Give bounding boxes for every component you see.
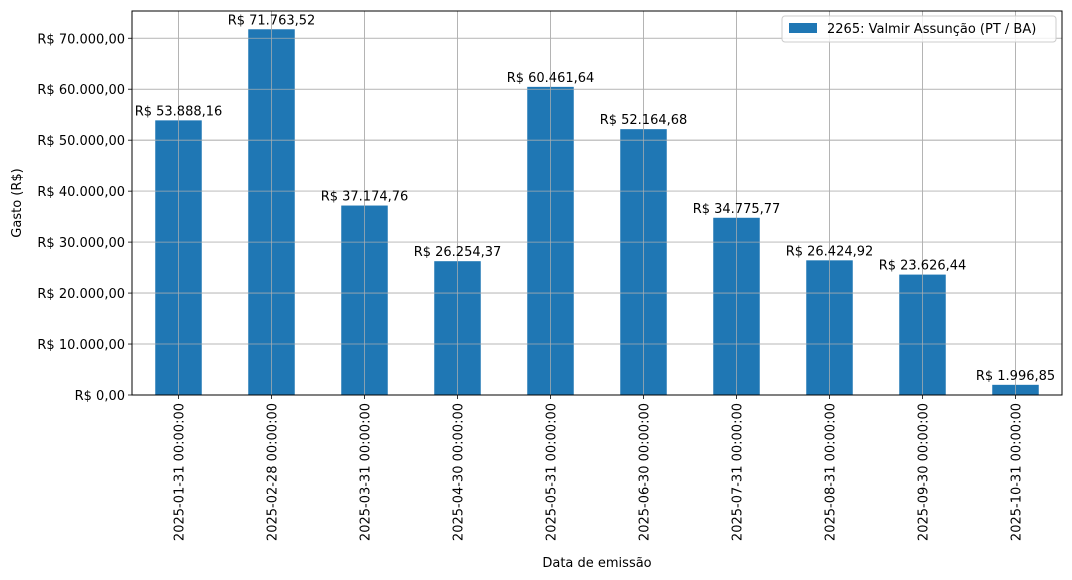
x-tick-label: 2025-03-31 00:00:00 bbox=[359, 403, 374, 541]
bar-value-label: R$ 71.763,52 bbox=[228, 13, 316, 28]
grid-overlay bbox=[132, 11, 1062, 396]
x-tick-label: 2025-06-30 00:00:00 bbox=[638, 403, 653, 541]
y-tick-label: R$ 60.000,00 bbox=[37, 83, 125, 98]
y-tick-label: R$ 10.000,00 bbox=[37, 338, 125, 353]
bar-value-label: R$ 26.424,92 bbox=[786, 244, 874, 259]
x-axis-ticks: 2025-01-31 00:00:00 2025-02-28 00:00:00 20… bbox=[173, 395, 1025, 541]
x-tick-label: 2025-07-31 00:00:00 bbox=[731, 403, 746, 541]
bar-value-label: R$ 52.164,68 bbox=[600, 113, 688, 128]
bar-value-label: R$ 1.996,85 bbox=[976, 369, 1055, 384]
bars bbox=[155, 29, 1039, 396]
bar-value-label: R$ 53.888,16 bbox=[135, 104, 223, 119]
x-tick-label: 2025-09-30 00:00:00 bbox=[917, 403, 932, 541]
y-tick-label: R$ 40.000,00 bbox=[37, 185, 125, 200]
y-tick-label: R$ 20.000,00 bbox=[37, 287, 125, 302]
y-axis-title: Gasto (R$) bbox=[10, 168, 25, 237]
data-labels: R$ 53.888,16 R$ 71.763,52 R$ 37.174,76 R$ 2… bbox=[135, 13, 1055, 384]
x-tick-label: 2025-02-28 00:00:00 bbox=[266, 403, 281, 541]
legend-label: 2265: Valmir Assunção (PT / BA) bbox=[827, 22, 1036, 37]
y-tick-label: R$ 70.000,00 bbox=[37, 32, 125, 47]
legend: 2265: Valmir Assunção (PT / BA) bbox=[781, 15, 1057, 43]
y-tick-label: R$ 0,00 bbox=[75, 389, 125, 404]
x-axis-title: Data de emissão bbox=[542, 556, 651, 571]
plot-frame bbox=[131, 10, 1063, 396]
x-tick-label: 2025-10-31 00:00:00 bbox=[1010, 403, 1025, 541]
bar-value-label: R$ 26.254,37 bbox=[414, 245, 502, 260]
bar-value-label: R$ 60.461,64 bbox=[507, 71, 595, 86]
legend-swatch bbox=[789, 23, 817, 33]
x-tick-label: 2025-08-31 00:00:00 bbox=[824, 403, 839, 541]
legend-frame bbox=[781, 15, 1057, 43]
axes-border bbox=[131, 10, 1063, 396]
x-tick-label: 2025-04-30 00:00:00 bbox=[452, 403, 467, 541]
x-tick-label: 2025-01-31 00:00:00 bbox=[173, 403, 188, 541]
bar-value-label: R$ 34.775,77 bbox=[693, 202, 781, 217]
x-tick-label: 2025-05-31 00:00:00 bbox=[545, 403, 560, 541]
bar-value-label: R$ 37.174,76 bbox=[321, 190, 409, 205]
y-axis-ticks: R$ 0,00 R$ 10.000,00 R$ 20.000,00 R$ 30.000… bbox=[37, 32, 132, 404]
y-tick-label: R$ 50.000,00 bbox=[37, 134, 125, 149]
bar-value-label: R$ 23.626,44 bbox=[879, 259, 967, 274]
y-tick-label: R$ 30.000,00 bbox=[37, 236, 125, 251]
